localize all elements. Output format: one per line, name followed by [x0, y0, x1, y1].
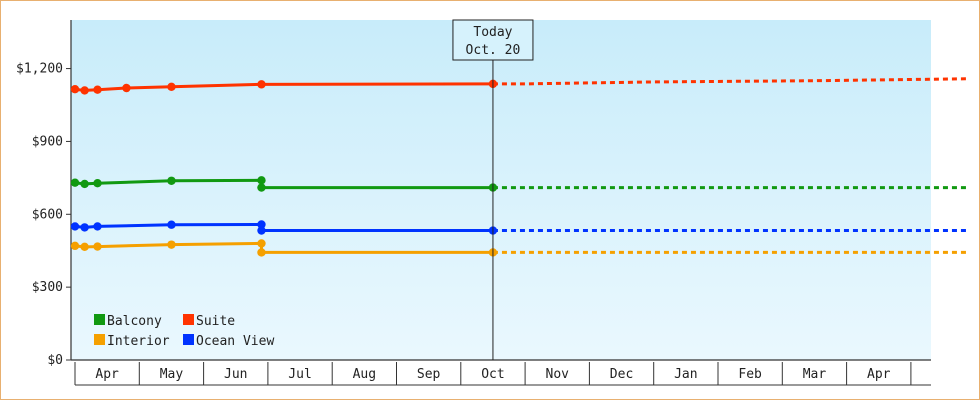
- x-tick-label: Feb: [738, 367, 762, 382]
- data-point: [70, 85, 80, 94]
- legend-label: Interior: [107, 334, 170, 349]
- plot-area: [71, 20, 931, 360]
- x-tick-label: Jul: [288, 367, 311, 382]
- data-point: [257, 183, 266, 192]
- x-tick-label: Apr: [95, 367, 119, 382]
- data-point: [257, 239, 266, 248]
- series-forecast-line: [492, 77, 969, 86]
- legend-swatch: [94, 334, 105, 345]
- data-point: [70, 178, 80, 187]
- x-tick-label: Jan: [674, 367, 697, 382]
- y-tick-label: $600: [32, 207, 63, 222]
- data-point: [80, 223, 89, 232]
- today-date: Oct. 20: [466, 43, 521, 58]
- data-point: [167, 220, 176, 229]
- legend-swatch: [94, 314, 105, 325]
- legend-swatch: [183, 334, 194, 345]
- data-point: [122, 83, 131, 93]
- data-point: [93, 242, 102, 251]
- legend: Balcony Suite Interior Ocean View: [94, 314, 274, 349]
- x-tick-label: Mar: [803, 367, 827, 382]
- x-tick-label: Nov: [546, 367, 570, 382]
- y-tick-label: $300: [32, 280, 63, 295]
- x-tick-label: Sep: [417, 367, 441, 382]
- series-suite: [70, 77, 969, 95]
- x-tick-label: Apr: [867, 367, 891, 382]
- x-tick-label: Jun: [224, 367, 247, 382]
- data-point: [257, 226, 266, 235]
- data-point: [257, 220, 266, 229]
- data-point: [80, 179, 89, 189]
- today-marker: Today Oct. 20: [452, 19, 534, 360]
- legend-label: Balcony: [107, 314, 162, 329]
- y-tick-label: $1,200: [16, 62, 63, 77]
- legend-label: Suite: [196, 314, 235, 329]
- x-tick-label: May: [160, 367, 184, 382]
- data-point: [257, 176, 266, 185]
- y-tick-label: $0: [47, 353, 63, 368]
- today-label-box: [452, 19, 534, 61]
- data-point: [70, 222, 80, 231]
- data-point: [167, 176, 176, 185]
- x-tick-label: Dec: [610, 367, 633, 382]
- axes: $0 $300 $600 $900 $1,200 Apr May Jun Jul Aug Sep Oc…: [16, 20, 931, 386]
- y-tick-label: $900: [32, 134, 63, 149]
- legend-swatch: [183, 314, 194, 325]
- data-point: [70, 241, 80, 251]
- data-point: [93, 85, 102, 94]
- today-label: Today: [473, 25, 512, 40]
- data-point: [167, 82, 176, 91]
- legend-label: Ocean View: [196, 334, 274, 349]
- x-tick-label: Aug: [353, 367, 376, 382]
- data-point: [167, 240, 176, 249]
- data-point: [93, 179, 102, 188]
- data-point: [80, 242, 89, 252]
- data-point: [80, 86, 89, 95]
- data-point: [257, 80, 266, 89]
- data-point: [257, 248, 266, 257]
- data-point: [93, 222, 102, 231]
- series-ocean-view: [70, 220, 969, 235]
- x-tick-label: Oct: [481, 367, 504, 382]
- series-layer: [70, 77, 969, 257]
